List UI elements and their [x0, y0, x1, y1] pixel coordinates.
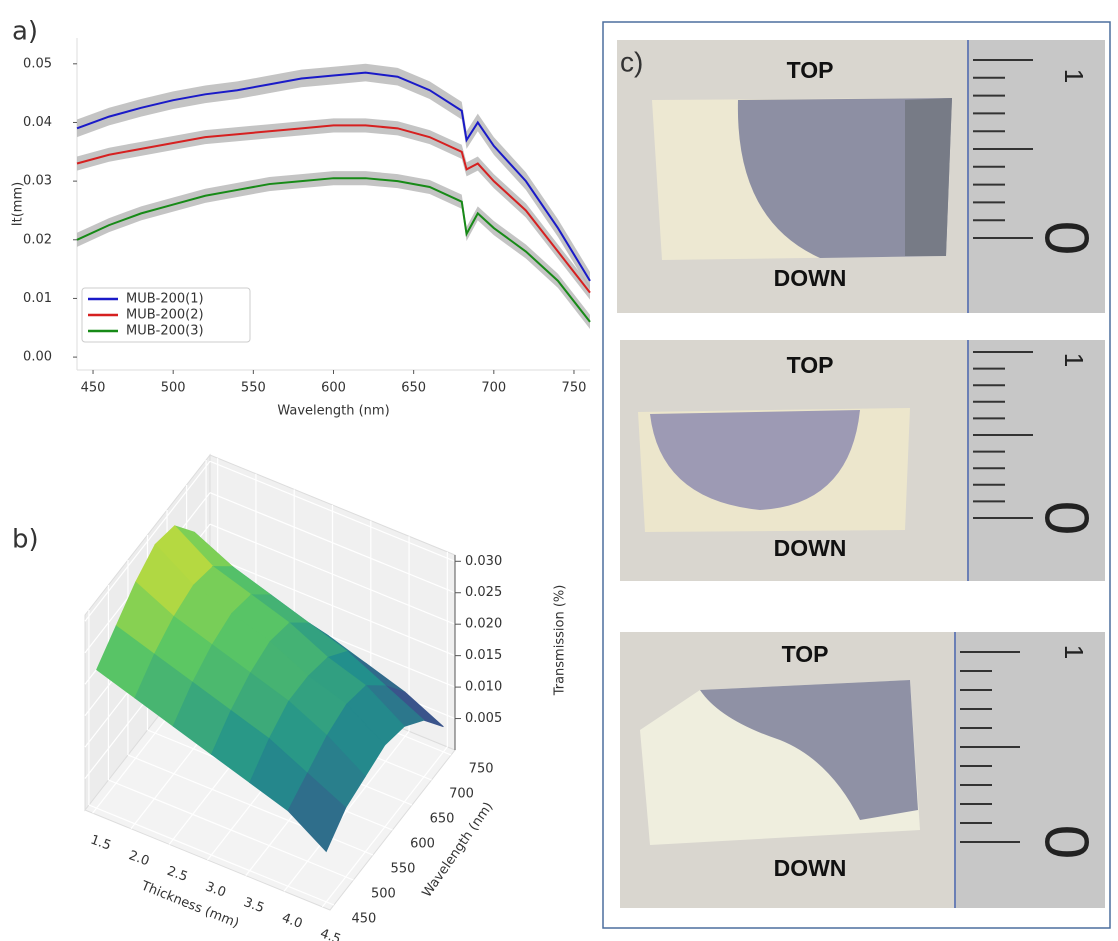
z-tick-label: 0.005	[465, 711, 502, 726]
grid-line	[209, 523, 456, 625]
x-axis-label: Wavelength (nm)	[277, 404, 389, 419]
y-axis-label: It(mm)	[11, 182, 26, 226]
sample-stain	[700, 680, 918, 820]
series-line	[76, 124, 591, 294]
y-tick-label: 0.02	[23, 232, 52, 247]
z-tick-label: 0.010	[465, 680, 502, 695]
grid-line	[209, 492, 456, 594]
x-tick-label: 3.5	[241, 895, 266, 916]
top-label: TOP	[782, 641, 829, 667]
photo	[620, 340, 1105, 581]
y-tick-label: 600	[410, 837, 435, 852]
ruler	[968, 40, 1105, 313]
ruler-number: 0	[1032, 221, 1101, 255]
sample-stain	[650, 410, 860, 510]
x-tick-label: 650	[401, 381, 426, 396]
panel-label: a)	[12, 17, 38, 47]
panel-label: c)	[620, 46, 643, 77]
photo	[617, 40, 1105, 313]
x-tick-label: 1.5	[88, 833, 113, 854]
ruler-number: 0	[1032, 501, 1101, 535]
y-tick-label: 500	[371, 887, 396, 902]
y-tick-label: 0.05	[23, 56, 52, 71]
z-tick-label: 0.015	[465, 648, 502, 663]
x-tick-label: 2.5	[165, 864, 190, 885]
z-tick-label: 0.030	[465, 554, 502, 569]
x-tick-label: 3.0	[203, 879, 228, 900]
y-tick-label: 0.04	[23, 115, 52, 130]
y-tick-label: 0.00	[23, 350, 52, 365]
ruler-number: 0	[1032, 825, 1101, 859]
x-tick-label: 500	[161, 381, 186, 396]
series-line	[76, 177, 591, 323]
top-label: TOP	[787, 352, 834, 378]
y-tick-label: 700	[449, 787, 474, 802]
x-tick-label: 450	[81, 381, 106, 396]
down-label: DOWN	[774, 535, 847, 561]
x-tick-label: 600	[321, 381, 346, 396]
grid-line	[88, 804, 335, 906]
ruler-number: 1	[1059, 645, 1089, 659]
legend-label: MUB-200(2)	[126, 308, 204, 323]
grid-line	[84, 460, 211, 622]
x-tick-label: 700	[481, 381, 506, 396]
sample-side	[905, 98, 952, 256]
series-line	[76, 71, 591, 282]
legend-label: MUB-200(1)	[126, 292, 204, 307]
grid-line	[209, 555, 456, 657]
legend-box	[81, 287, 251, 343]
photo	[620, 632, 1105, 908]
x-tick-label: 4.0	[280, 911, 305, 932]
z-tick-label: 0.020	[465, 617, 502, 632]
x-tick-label: 2.0	[127, 848, 152, 869]
ruler-number: 1	[1059, 353, 1089, 367]
y-tick-label: 750	[469, 762, 494, 777]
ruler	[968, 340, 1105, 581]
down-label: DOWN	[774, 265, 847, 291]
x-tick-label: 550	[241, 381, 266, 396]
sample-stain	[737, 98, 952, 258]
z-tick-label: 0.025	[465, 585, 502, 600]
y-tick-label: 650	[430, 812, 455, 827]
top-label: TOP	[787, 57, 834, 83]
ruler	[955, 632, 1105, 908]
y-tick-label: 0.01	[23, 291, 52, 306]
x-tick-label: 750	[562, 381, 587, 396]
panel-border	[602, 21, 1111, 929]
grid-line	[209, 460, 456, 562]
surface-patch	[287, 772, 347, 853]
panel-label: b)	[12, 525, 39, 555]
down-label: DOWN	[774, 855, 847, 881]
y-tick-label: 450	[351, 912, 376, 927]
z-axis-label: Transmission (%)	[553, 585, 568, 697]
y-tick-label: 550	[391, 862, 416, 877]
legend-label: MUB-200(3)	[126, 324, 204, 339]
ruler-number: 1	[1059, 69, 1089, 83]
grid-line	[108, 779, 354, 881]
y-tick-label: 0.03	[23, 174, 52, 189]
